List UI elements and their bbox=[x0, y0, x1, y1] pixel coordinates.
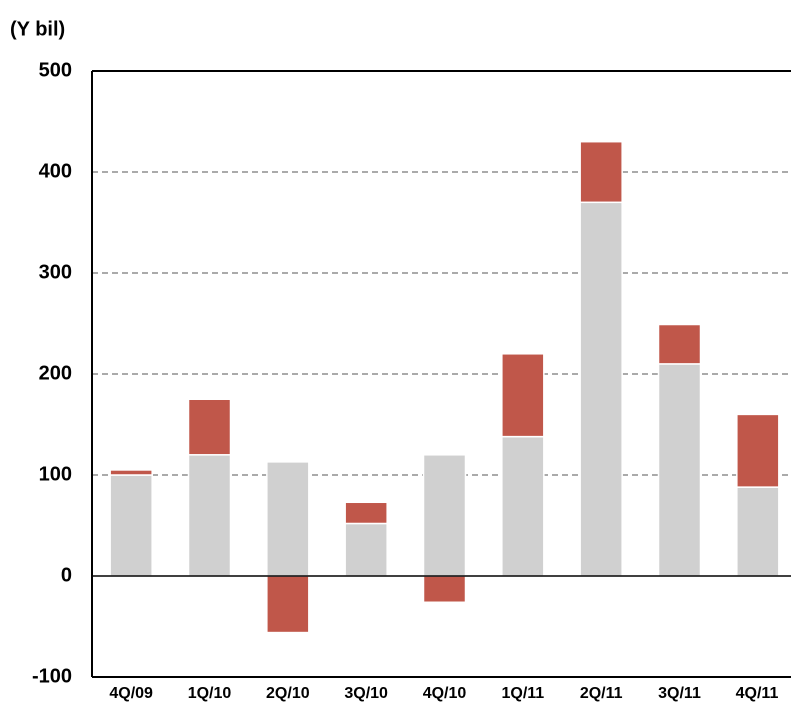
bar-segment bbox=[422, 454, 467, 577]
y-tick-label: 400 bbox=[39, 160, 72, 182]
x-tick-label: 3Q/10 bbox=[344, 685, 388, 702]
bar-segment bbox=[266, 575, 310, 634]
bar-segment bbox=[344, 522, 388, 577]
bar-segment bbox=[422, 575, 467, 604]
bar-segment bbox=[579, 201, 623, 577]
y-tick-label: -100 bbox=[32, 665, 72, 687]
y-tick-label: 200 bbox=[39, 362, 72, 384]
bar-segment bbox=[266, 461, 310, 577]
bar-segment bbox=[501, 353, 545, 438]
bar-segment bbox=[501, 435, 545, 577]
bar-segment bbox=[657, 363, 702, 577]
x-tick-label: 2Q/11 bbox=[580, 685, 623, 702]
bar-segment bbox=[187, 454, 232, 577]
bar-segment bbox=[736, 486, 780, 577]
bar-segment bbox=[109, 474, 153, 577]
bar-segment bbox=[344, 501, 388, 525]
y-tick-label: 500 bbox=[39, 59, 72, 81]
y-axis-label: (Y bil) bbox=[10, 18, 65, 40]
bar-segment bbox=[109, 469, 153, 476]
y-tick-label: 100 bbox=[39, 463, 72, 485]
bar-segment bbox=[187, 398, 232, 456]
bar-segment bbox=[736, 413, 780, 488]
x-tick-label: 3Q/11 bbox=[658, 685, 701, 702]
x-tick-label: 4Q/09 bbox=[109, 685, 153, 702]
bar-segment bbox=[657, 323, 702, 365]
x-tick-label: 2Q/10 bbox=[266, 685, 310, 702]
y-tick-label: 0 bbox=[61, 564, 72, 586]
bar-segment bbox=[579, 140, 623, 204]
x-tick-label: 1Q/10 bbox=[188, 685, 232, 702]
y-tick-label: 300 bbox=[39, 261, 72, 283]
x-tick-label: 4Q/11 bbox=[736, 685, 779, 702]
x-tick-label: 4Q/10 bbox=[423, 685, 467, 702]
x-tick-label: 1Q/11 bbox=[501, 685, 544, 702]
